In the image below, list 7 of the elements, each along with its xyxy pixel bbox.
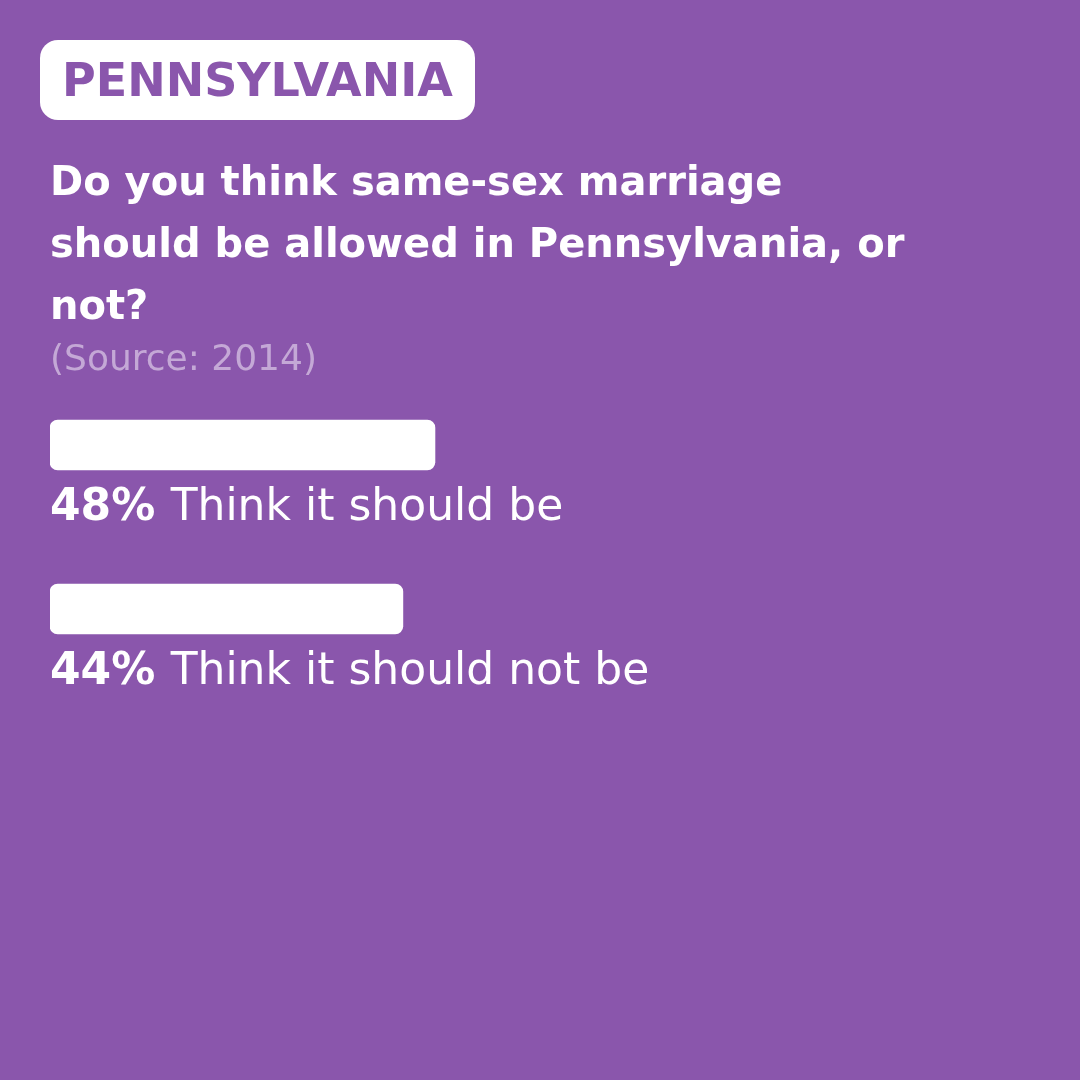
- data-label: 48%: [50, 479, 156, 530]
- chart-title: PENNSYLVANIA: [40, 40, 475, 120]
- chart-subtitle: Do you think same-sex marriage should be allowed in Pennsylvania, or not?: [50, 157, 906, 330]
- y-tick-label: Think it should not be: [169, 643, 650, 694]
- text: (Source: 2014): [50, 336, 317, 380]
- data-label: 44%: [50, 643, 156, 694]
- y-tick-label: Think it should be: [169, 479, 564, 530]
